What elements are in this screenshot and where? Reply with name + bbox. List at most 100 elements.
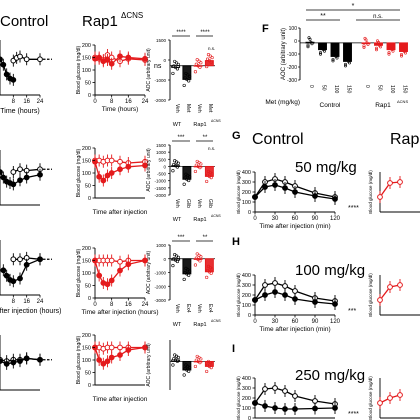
data-point bbox=[142, 162, 148, 169]
data-point bbox=[175, 259, 180, 264]
data-point bbox=[10, 278, 17, 285]
F-sig-ns: n.s. bbox=[373, 14, 383, 20]
data-point bbox=[210, 172, 214, 176]
data-point bbox=[389, 45, 393, 49]
data-point bbox=[175, 359, 180, 363]
data-point bbox=[210, 362, 214, 366]
data-point bbox=[104, 358, 111, 365]
data-point bbox=[205, 64, 209, 69]
G-xtick-label: 90 bbox=[312, 216, 319, 222]
data-point bbox=[272, 405, 278, 411]
row2-aoc-ytick-label: -2000 bbox=[154, 193, 166, 198]
data-point bbox=[198, 259, 202, 263]
data-point bbox=[37, 256, 43, 263]
data-point bbox=[125, 54, 132, 61]
data-point bbox=[10, 256, 17, 263]
I-ylabel: Blood glucose (mg/dl) bbox=[236, 376, 241, 420]
data-point bbox=[117, 53, 123, 60]
data-point bbox=[125, 261, 132, 268]
I-ytick-label: 100 bbox=[242, 406, 251, 412]
row3-left-xtick-label: 16 bbox=[23, 299, 30, 305]
row2-aoc-cat-label: Glib bbox=[207, 199, 213, 208]
row2-aoc-ytick-label: 0 bbox=[163, 164, 166, 169]
data-point bbox=[401, 47, 405, 51]
data-point bbox=[187, 79, 191, 83]
data-point bbox=[376, 40, 380, 44]
data-point bbox=[199, 61, 203, 65]
row2-aoc-ytick-label: -500 bbox=[157, 172, 167, 177]
row1-aoc-ytick-label: 1500 bbox=[156, 38, 167, 43]
data-point bbox=[364, 38, 368, 42]
data-point bbox=[182, 83, 186, 88]
row4-mid-ytick-label: 200 bbox=[82, 333, 91, 339]
data-point bbox=[397, 392, 403, 398]
data-point bbox=[209, 271, 213, 275]
row1-mid-ytick-label: 150 bbox=[82, 56, 91, 62]
data-point bbox=[332, 196, 338, 202]
data-point bbox=[92, 158, 98, 165]
F-cat-label: 0 bbox=[364, 85, 370, 88]
F-ytick-label: -200 bbox=[287, 65, 297, 71]
data-point bbox=[209, 176, 213, 180]
data-point bbox=[175, 67, 180, 71]
row1-aoc-cat-label: Veh bbox=[196, 104, 202, 113]
data-point bbox=[332, 405, 338, 411]
F-sig-two: ** bbox=[320, 13, 326, 20]
data-point bbox=[108, 170, 115, 176]
data-point bbox=[397, 179, 403, 185]
data-point bbox=[387, 395, 393, 401]
row1-aoc-group-wt: WT bbox=[173, 122, 182, 128]
data-point bbox=[308, 37, 312, 41]
data-point bbox=[198, 166, 202, 170]
row3-aoc-group-wt: WT bbox=[173, 322, 182, 328]
F-cat-label: 50 bbox=[377, 85, 383, 91]
row3-mid-ytick-label: 150 bbox=[82, 259, 91, 265]
row4-mid-ytick-label: 150 bbox=[82, 346, 91, 352]
row3-mid-ytick-label: 0 bbox=[88, 296, 91, 302]
row1-mid-ytick-label: 0 bbox=[88, 93, 91, 99]
I-rap1-ylabel: Blood glucose (mg/dl) bbox=[368, 376, 373, 420]
data-point bbox=[187, 175, 192, 179]
row3-aoc-ytick-label: -2000 bbox=[154, 284, 166, 289]
H-rap1-ylabel: Blood glucose (mg/dl) bbox=[368, 273, 373, 317]
row3-aoc-group-rap1: Rap1 bbox=[193, 322, 206, 328]
data-point bbox=[108, 60, 115, 67]
F-cat-label: 0 bbox=[308, 85, 314, 88]
data-point bbox=[37, 171, 43, 178]
data-point bbox=[282, 283, 288, 289]
data-point bbox=[37, 56, 43, 63]
row4-mid-ylabel: Blood glucose (mg/dl) bbox=[76, 335, 82, 384]
data-point bbox=[10, 169, 17, 175]
row3-mid-ytick-label: 200 bbox=[82, 246, 91, 252]
data-point bbox=[100, 177, 107, 184]
F-cat-label: 150 bbox=[346, 85, 352, 94]
F-group-rap1-sup: ΔCNS bbox=[397, 99, 408, 104]
data-point bbox=[282, 388, 288, 394]
data-point bbox=[262, 292, 268, 298]
data-point bbox=[374, 48, 378, 52]
data-point bbox=[187, 369, 191, 373]
row3-mid-ylabel: Blood glucose (mg/dl) bbox=[76, 248, 82, 297]
data-point bbox=[272, 182, 278, 188]
I-ytick-label: 200 bbox=[242, 396, 251, 402]
data-point bbox=[312, 299, 318, 305]
row2-aoc-ytick-label: 1500 bbox=[156, 143, 167, 148]
data-point bbox=[387, 51, 391, 55]
row1-aoc-ytick-label: -1000 bbox=[154, 78, 166, 83]
data-point bbox=[362, 44, 366, 48]
data-point bbox=[17, 177, 23, 184]
F-xlabel: Met (mg/kg) bbox=[265, 99, 300, 106]
F-ytick-label: 0 bbox=[294, 39, 297, 45]
data-point bbox=[387, 52, 391, 56]
data-point bbox=[347, 61, 351, 65]
data-point bbox=[282, 406, 288, 412]
header-rap1: Rap1 bbox=[82, 13, 118, 30]
data-point bbox=[331, 57, 335, 61]
data-point bbox=[391, 49, 395, 53]
header-rap1-g: Rap1 bbox=[390, 131, 420, 148]
data-point bbox=[0, 169, 3, 175]
data-point bbox=[318, 51, 322, 55]
data-point bbox=[335, 56, 339, 60]
data-point bbox=[378, 45, 382, 49]
row2-mid-xlabel: Time after injection bbox=[93, 209, 148, 216]
